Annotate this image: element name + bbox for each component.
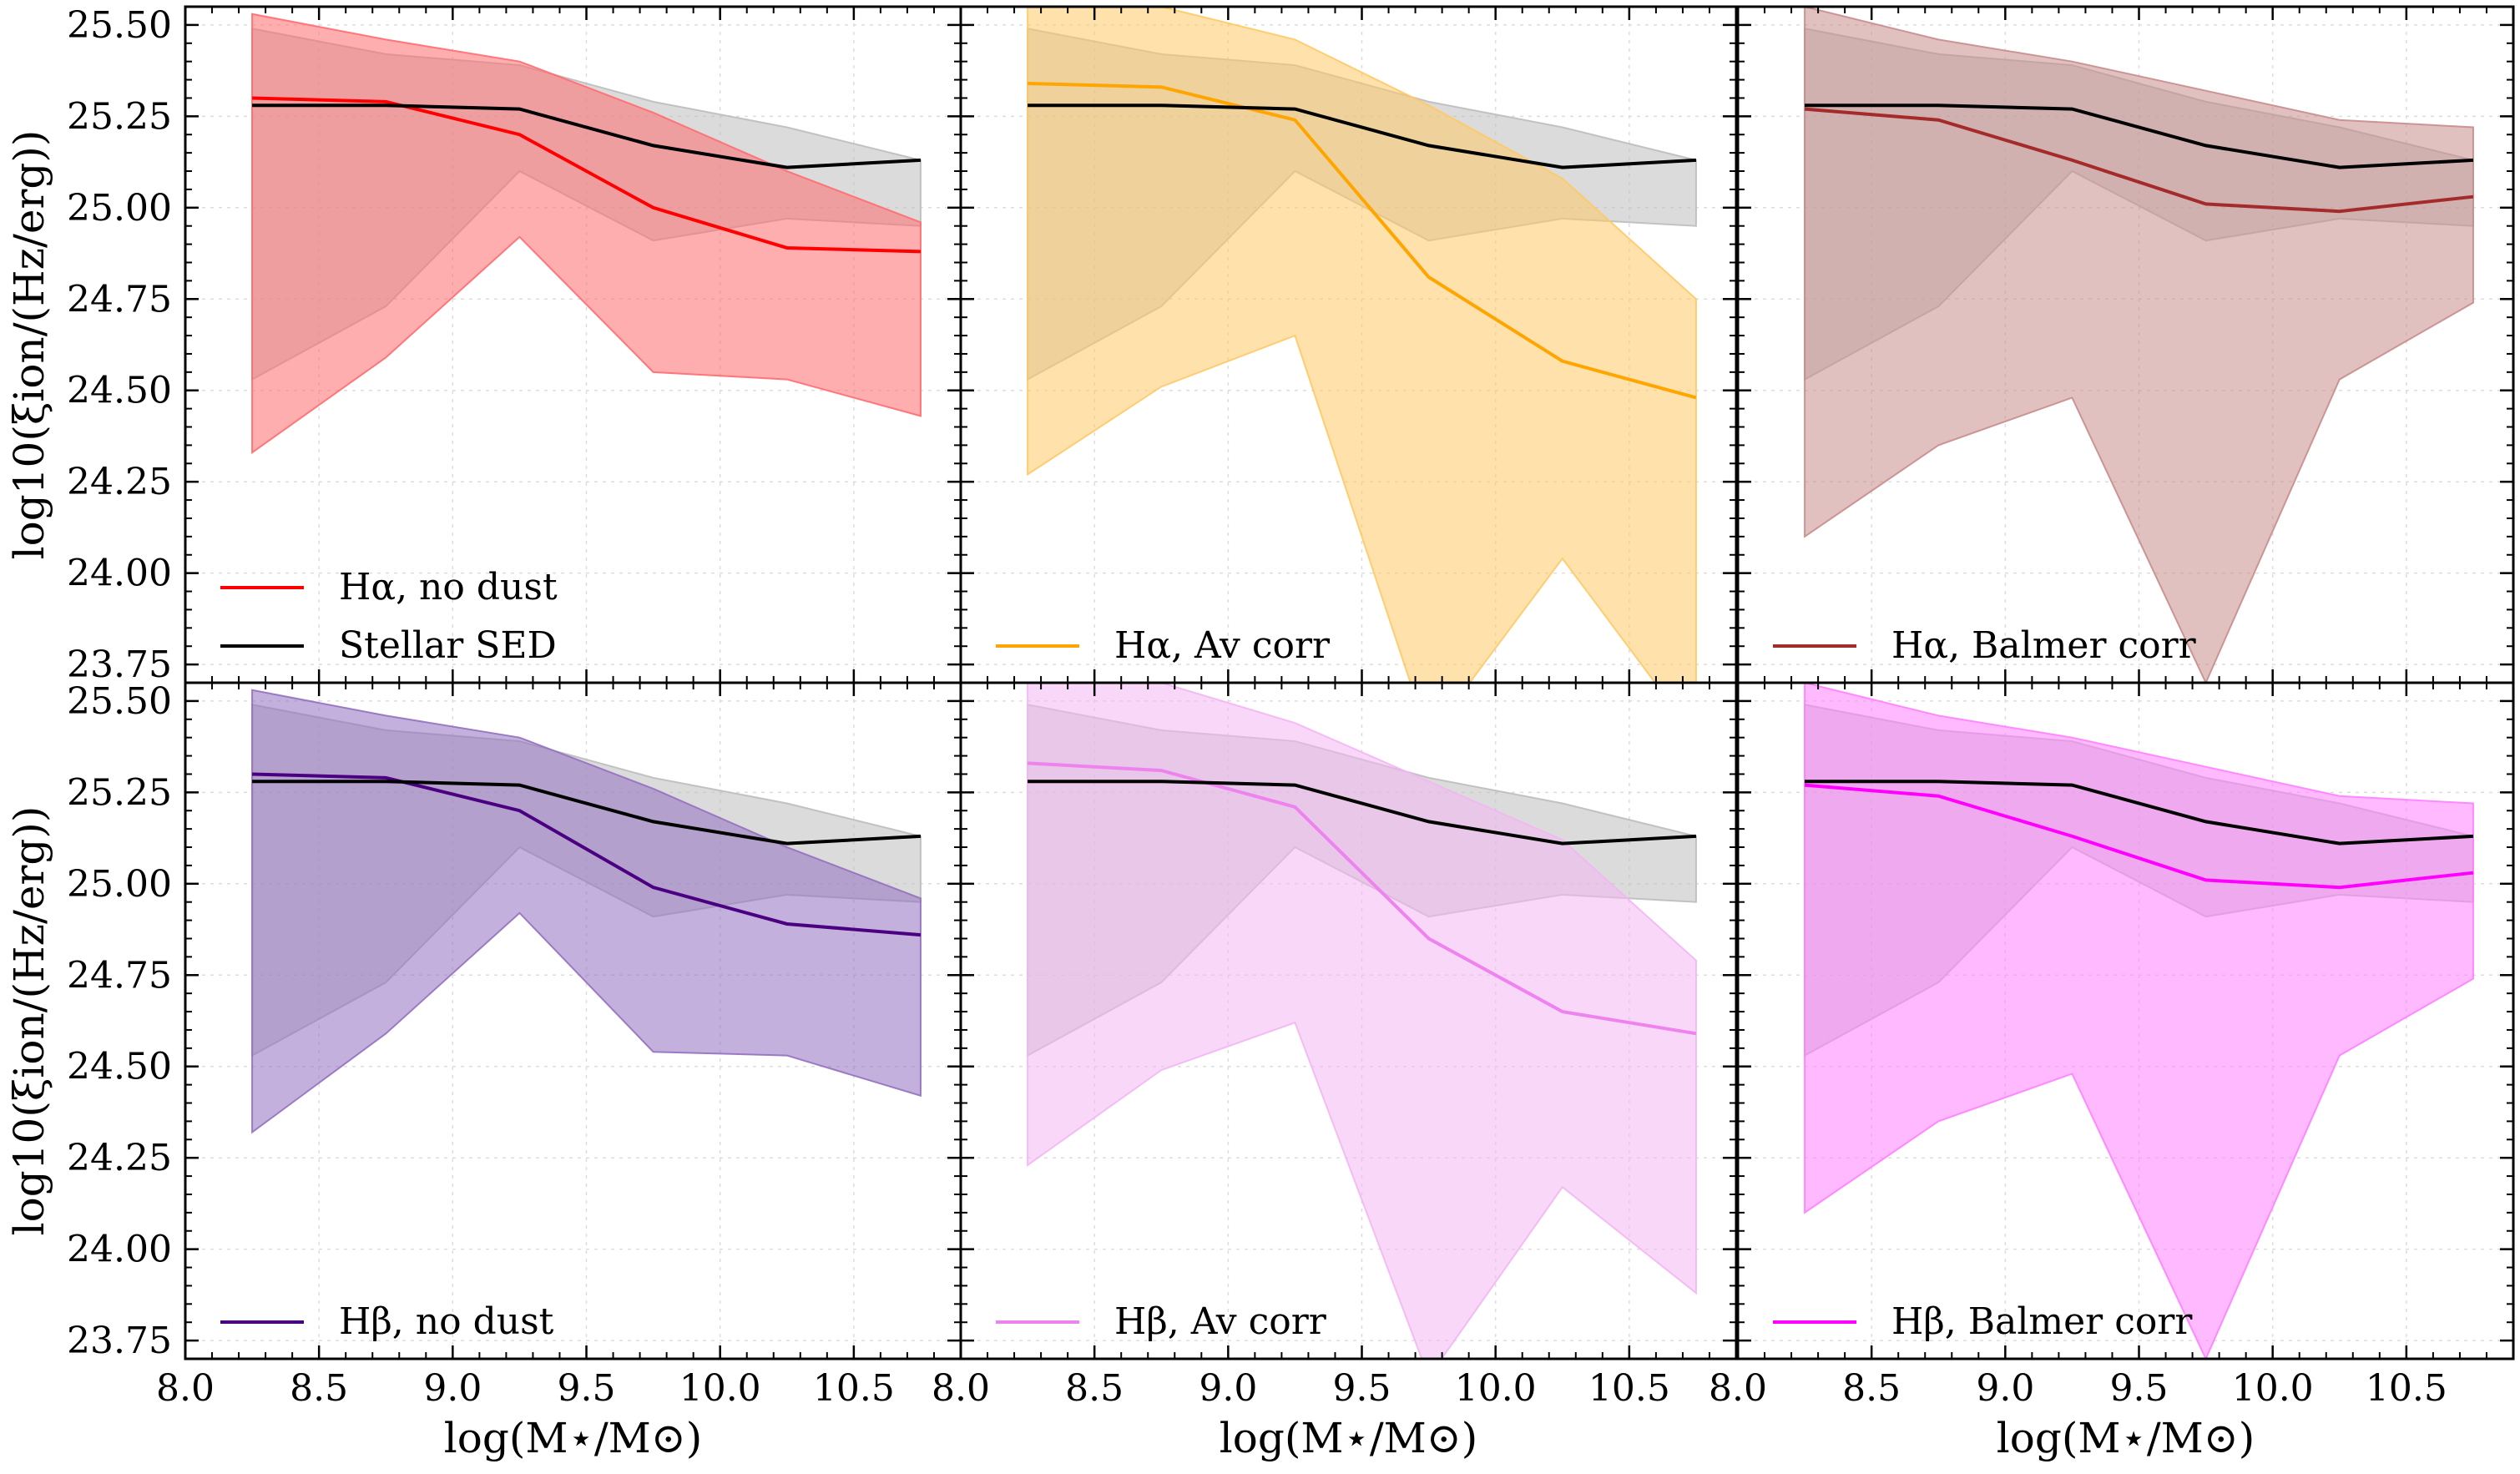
legend: Hα, no dust Stellar SED	[220, 566, 558, 667]
y-tick-label: 24.25	[67, 461, 172, 503]
legend-label: Hβ, no dust	[339, 1300, 554, 1343]
legend-label: Hβ, Av corr	[1114, 1300, 1327, 1343]
y-tick-label: 25.00	[67, 863, 172, 906]
series-line-stellar-sed	[252, 780, 922, 846]
y-tick-label: 24.75	[67, 278, 172, 321]
y-axis-label: log10(ξion/(Hz/erg))	[5, 806, 53, 1236]
y-axis-label: log10(ξion/(Hz/erg))	[5, 130, 53, 560]
legend: Hβ, Av corr	[996, 1300, 1327, 1343]
legend: Hα, Balmer corr	[1773, 624, 2197, 667]
series-line-stellar-sed	[1805, 103, 2474, 169]
legend: Hα, Av corr	[996, 624, 1331, 667]
x-tick-label: 10.0	[679, 1367, 761, 1410]
x-tick-label: 9.5	[2110, 1367, 2169, 1410]
plot-area	[251, 13, 922, 455]
series-line-stellar-sed	[252, 103, 922, 169]
panel-top-right: Hα, Balmer corr	[1736, 5, 2515, 684]
x-tick-label: 10.5	[1588, 1367, 1670, 1410]
y-tick-label: 24.50	[67, 370, 172, 412]
panel-bottom-right: 8.0 8.5 9.0 9.5 10.0 10.5 log(M⋆/M⊙) Hβ, Balmer…	[1709, 681, 2515, 1462]
x-tick-label: 10.0	[2232, 1367, 2314, 1410]
y-tick-label: 24.25	[67, 1137, 172, 1179]
band-h-av-corr	[1027, 683, 1697, 1359]
plot-area	[1804, 7, 2474, 683]
ticks	[184, 683, 962, 1359]
y-tick-label: 25.25	[67, 771, 172, 814]
series-line-h-balmer-corr	[1804, 107, 2474, 214]
x-tick-label: 10.5	[813, 1367, 895, 1410]
plot-area	[1027, 7, 1697, 683]
ticks	[959, 7, 1737, 683]
legend-label: Hα, no dust	[339, 566, 558, 608]
plot-area	[1804, 683, 2474, 1359]
x-tick-label: 9.0	[1976, 1367, 2034, 1410]
ticks	[959, 683, 1737, 1359]
x-tick-label: 10.0	[1455, 1367, 1537, 1410]
x-tick-label: 8.0	[1709, 1367, 1767, 1410]
band-h-balmer-corr	[1804, 683, 2474, 1359]
y-tick-label: 25.50	[67, 680, 172, 723]
series-line-stellar-sed	[1028, 780, 1697, 846]
y-tick-label: 25.00	[67, 187, 172, 230]
panel-frame	[959, 681, 1738, 1360]
panel-frame	[1736, 681, 2515, 1360]
legend-label: Hα, Av corr	[1114, 624, 1331, 667]
x-tick-label: 8.5	[1842, 1367, 1901, 1410]
y-tick-label: 25.25	[67, 95, 172, 138]
series-line-stellar-sed	[1805, 780, 2474, 846]
legend: Hβ, no dust	[220, 1300, 554, 1343]
y-tick-label: 24.00	[67, 553, 172, 595]
x-tick-label: 8.5	[290, 1367, 348, 1410]
legend-label: Hβ, Balmer corr	[1891, 1300, 2193, 1343]
series-line-h-av-corr	[1028, 81, 1697, 400]
x-axis-label: log(M⋆/M⊙)	[444, 1414, 703, 1462]
legend: Hβ, Balmer corr	[1773, 1300, 2193, 1343]
ticks	[1736, 7, 2514, 683]
y-tick-label: 24.50	[67, 1046, 172, 1088]
x-tick-label: 9.0	[1199, 1367, 1257, 1410]
panel-top-middle: Hα, Av corr	[959, 5, 1738, 684]
x-tick-label: 9.5	[558, 1367, 616, 1410]
legend-label: Stellar SED	[339, 624, 557, 667]
panel-bottom-left: 23.75 24.00 24.25 24.50 24.75 25.00 25.25 25.50…	[5, 680, 962, 1462]
series-line-h-no-dust	[252, 772, 922, 937]
x-tick-label: 9.5	[1333, 1367, 1391, 1410]
x-tick-label: 9.0	[423, 1367, 482, 1410]
legend-label: Hα, Balmer corr	[1891, 624, 2197, 667]
x-tick-label: 8.5	[1065, 1367, 1124, 1410]
x-axis-label: log(M⋆/M⊙)	[1220, 1414, 1478, 1462]
series-line-h-balmer-corr	[1804, 783, 2474, 890]
y-tick-label: 23.75	[67, 1320, 172, 1362]
plot-area	[1027, 683, 1697, 1359]
x-axis-label: log(M⋆/M⊙)	[1997, 1414, 2255, 1462]
ticks	[1736, 683, 2514, 1359]
band-h-no-dust	[251, 13, 922, 455]
panel-top-left: 23.75 24.00 24.25 24.50 24.75 25.00 25.25 25.50…	[5, 4, 962, 686]
band-h-no-dust	[251, 689, 922, 1134]
y-tick-label: 24.75	[67, 954, 172, 997]
x-tick-label: 8.0	[932, 1367, 990, 1410]
panel-bottom-middle: 8.0 8.5 9.0 9.5 10.0 10.5 log(M⋆/M⊙) Hβ, Av cor…	[932, 681, 1738, 1462]
band-h-av-corr	[1027, 7, 1697, 683]
series-line-h-no-dust	[252, 96, 922, 254]
y-tick-label: 25.50	[67, 4, 172, 47]
x-tick-label: 10.5	[2366, 1367, 2447, 1410]
plot-area	[251, 689, 922, 1134]
series-line-stellar-sed	[1028, 103, 1697, 169]
y-tick-label: 24.00	[67, 1229, 172, 1271]
band-h-balmer-corr	[1804, 7, 2474, 683]
series-line-h-av-corr	[1027, 761, 1697, 1036]
x-tick-label: 8.0	[156, 1367, 215, 1410]
y-tick-label: 23.75	[67, 644, 172, 686]
